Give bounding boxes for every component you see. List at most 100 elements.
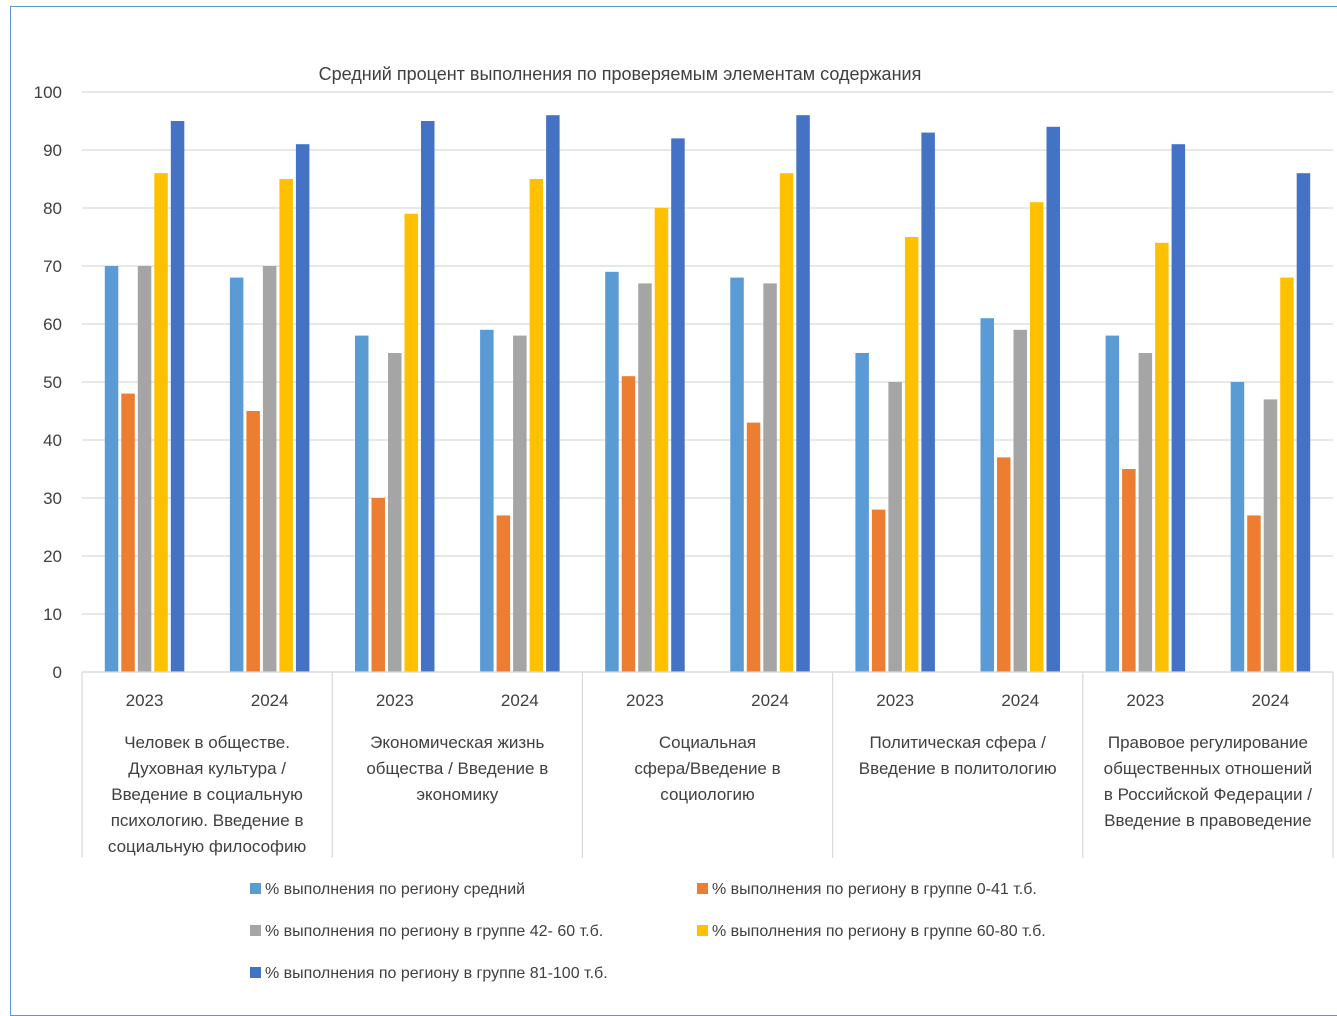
legend-swatch [697,883,708,894]
y-tick-label: 100 [34,83,62,102]
bar [154,173,168,672]
bar [746,422,761,672]
y-tick-label: 0 [53,663,62,682]
legend-swatch [250,883,261,894]
x-tick-label: 2023 [376,691,414,710]
legend-item: % выполнения по региону средний [250,881,525,898]
bar [1230,382,1245,672]
group-label-line: Экономическая жизнь [370,733,544,752]
legend-item: % выполнения по региону в группе 60-80 т… [697,923,1046,940]
group-label-line: Введение в политологию [859,759,1057,778]
bar [763,283,777,672]
bar [1046,126,1060,673]
bar [137,266,152,672]
bar [1105,335,1120,672]
x-tick-label: 2023 [876,691,914,710]
chart-title: Средний процент выполнения по проверяемы… [319,64,922,84]
legend-label: % выполнения по региону средний [265,881,525,898]
bar [121,393,135,672]
legend: % выполнения по региону средний % выполне… [250,881,1046,982]
group-label-line: Правовое регулирование [1108,733,1308,752]
group-label-line: общества / Введение в [366,759,548,778]
bar [295,144,310,672]
group-label-line: сфера/Введение в [634,759,780,778]
bar [513,335,527,672]
legend-item: % выполнения по региону в группе 0-41 т.… [697,881,1037,898]
group-label-line: Введение в социальную [111,785,303,804]
bar [1171,144,1186,672]
bar [1296,173,1311,672]
bar [404,213,418,673]
bar [871,509,886,672]
y-tick-label: 50 [43,373,62,392]
x-tick-label: 2024 [1252,691,1290,710]
x-tick-label: 2024 [501,691,539,710]
legend-item: % выполнения по региону в группе 42- 60 … [250,923,603,940]
group-label-line: Введение в правоведение [1104,811,1312,830]
group-label-line: в Российской Федерации / [1104,785,1312,804]
bar [546,115,560,672]
bar [921,132,935,673]
bar [355,335,369,672]
x-tick-label: 2024 [1001,691,1039,710]
bar [421,121,435,672]
bar [229,277,244,672]
y-tick-label: 90 [43,141,62,160]
bar [1030,202,1044,672]
bar [997,457,1011,672]
y-tick-label: 30 [43,489,62,508]
y-tick-label: 70 [43,257,62,276]
legend-label: % выполнения по региону в группе 60-80 т… [712,923,1046,940]
bar [371,498,385,672]
bar [1263,399,1278,672]
x-axis: 2023 2024 Человек в обществе. Духовная куль… [81,671,1334,858]
bar [1247,515,1261,672]
group-label-line: Политическая сфера / [870,733,1047,752]
x-tick-label: 2024 [251,691,289,710]
group-label-line: социологию [660,785,755,804]
bar [796,115,810,672]
bar [496,515,511,672]
bar [388,353,402,672]
y-tick-label: 40 [43,431,62,450]
bar [170,121,185,672]
bar [1013,329,1027,672]
bar [888,382,902,672]
legend-label: % выполнения по региону в группе 0-41 т.… [712,881,1037,898]
bar [1138,353,1153,672]
bar [262,266,277,672]
bar [605,271,619,672]
group-label-line: социальную философию [108,837,307,856]
bar [246,411,260,672]
y-axis-ticks: 0 10 20 30 40 50 60 70 80 90 100 [34,83,62,682]
bar [279,179,293,672]
bar [1122,469,1136,672]
legend-item: % выполнения по региону в группе 81-100 … [250,965,608,982]
x-tick-label: 2023 [626,691,664,710]
x-tick-label: 2023 [126,691,164,710]
bar [980,318,994,672]
group-label-line: экономику [416,785,498,804]
bar [904,237,919,672]
bar [621,376,636,672]
bars [104,115,1311,673]
y-tick-label: 60 [43,315,62,334]
legend-label: % выполнения по региону в группе 42- 60 … [265,923,603,940]
bar [1280,277,1294,672]
bar [671,138,685,672]
bar [654,208,669,672]
group-label-line: общественных отношений [1104,759,1312,778]
bar [480,329,494,672]
bar [855,353,869,672]
group-label-line: Духовная культура / [128,759,286,778]
legend-label: % выполнения по региону в группе 81-100 … [265,965,608,982]
y-tick-label: 20 [43,547,62,566]
group-label-line: Социальная [659,733,756,752]
x-tick-label: 2023 [1126,691,1164,710]
bar [638,283,652,672]
bar [730,277,744,672]
legend-swatch [697,925,708,936]
bar [104,266,119,672]
bar [529,179,544,672]
